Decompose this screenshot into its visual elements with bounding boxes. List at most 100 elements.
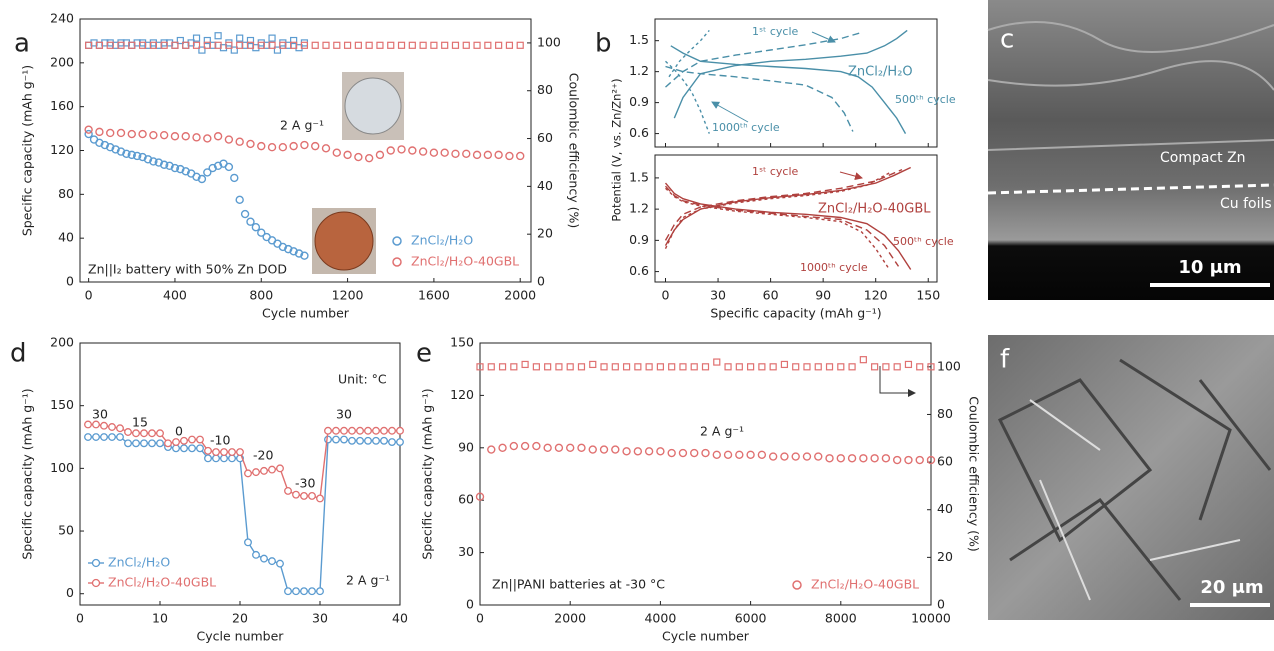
data-point [372, 426, 380, 435]
efficiency-point [214, 41, 222, 49]
data-point [132, 439, 140, 448]
x-tick-label: 10 [152, 611, 168, 626]
capacity-point [197, 174, 207, 184]
efficiency-point [859, 356, 867, 364]
y-axis-label: Potential (V, vs. Zn/Zn²⁺) [610, 78, 624, 221]
capacity-point [224, 135, 234, 144]
x-axis-label: Specific capacity (mAh g⁻¹) [710, 306, 881, 321]
efficiency-point [300, 41, 309, 49]
efficiency-point [916, 363, 924, 371]
efficiency-point [241, 41, 249, 49]
efficiency-point [735, 363, 743, 371]
data-point [316, 494, 324, 503]
efficiency-point [101, 39, 109, 47]
efficiency-point [176, 36, 184, 45]
capacity-point [375, 150, 385, 160]
efficiency-point [117, 41, 125, 49]
capacity-point [106, 143, 115, 152]
efficiency-point [122, 39, 130, 47]
capacity-point [176, 164, 185, 174]
capacity-point [95, 127, 104, 137]
efficiency-point [225, 41, 233, 49]
capacity-point [483, 150, 493, 160]
data-point [84, 420, 92, 429]
capacity-point [847, 454, 857, 463]
data-point [84, 433, 92, 441]
efficiency-point [149, 41, 157, 49]
capacity-point [516, 151, 525, 161]
image-label: Cu foils [1220, 196, 1272, 212]
capacity-point [235, 137, 244, 146]
efficiency-point [236, 41, 244, 49]
capacity-point [159, 130, 169, 140]
capacity-point [611, 445, 620, 454]
efficiency-point [451, 41, 460, 49]
x-tick-label: 400 [163, 288, 187, 303]
y-tick-label: 80 [937, 406, 953, 421]
capacity-point [926, 455, 936, 465]
efficiency-point [95, 41, 104, 49]
efficiency-point [516, 41, 524, 49]
capacity-point [116, 128, 126, 138]
capacity-point [859, 454, 868, 463]
efficiency-point [387, 41, 395, 49]
capacity-point [311, 141, 320, 151]
efficiency-point [290, 36, 298, 45]
data-point [212, 448, 220, 457]
efficiency-point [295, 44, 303, 52]
data-point [308, 587, 316, 596]
capacity-point [95, 138, 104, 148]
data-point [380, 426, 388, 435]
x-tick-label: 8000 [825, 611, 857, 626]
y-tick-label: 0 [66, 585, 74, 600]
curve-label: 500ᵗʰ cycle [895, 93, 956, 106]
panel-label: f [1000, 345, 1010, 375]
efficiency-point [780, 360, 789, 369]
data-point [324, 435, 332, 444]
panel-label: e [416, 339, 432, 369]
y-tick-label: 0 [466, 597, 474, 612]
annotation: Unit: °C [338, 372, 387, 387]
data-point [284, 486, 292, 495]
x-tick-label: 4000 [644, 611, 676, 626]
efficiency-point [462, 41, 470, 49]
capacity-point [149, 130, 158, 140]
data-point [100, 421, 108, 430]
efficiency-point [656, 363, 665, 371]
y-tick-label: 0.6 [629, 263, 649, 278]
data-point [228, 448, 236, 457]
capacity-point [475, 492, 485, 501]
efficiency-point [904, 360, 913, 369]
capacity-point [791, 452, 800, 461]
efficiency-point [532, 363, 540, 371]
capacity-point [892, 455, 902, 465]
data-point [364, 436, 372, 445]
efficiency-point [495, 41, 503, 49]
x-tick-label: 60 [763, 288, 779, 303]
capacity-point [904, 455, 913, 465]
y-tick-label: 240 [50, 11, 74, 26]
data-point [124, 439, 132, 448]
legend-label: ZnCl₂/H₂O [411, 233, 473, 248]
capacity-point [757, 450, 767, 459]
series-line [88, 423, 400, 500]
efficiency-point [160, 41, 168, 49]
efficiency-point [803, 363, 811, 371]
capacity-point [246, 217, 255, 226]
capacity-point [138, 129, 147, 139]
efficiency-point [724, 363, 732, 371]
x-tick-label: 0 [662, 288, 670, 303]
data-point [308, 491, 316, 500]
y-tick-label: 80 [58, 186, 74, 201]
capacity-point [690, 448, 699, 458]
data-point [324, 426, 332, 435]
scale-bar-label: 20 μm [1200, 577, 1263, 598]
capacity-point [213, 161, 223, 171]
annotation: 2 A g⁻¹ [280, 118, 324, 133]
data-point [268, 465, 276, 474]
capacity-point [192, 133, 201, 142]
efficiency-point [882, 363, 890, 371]
efficiency-point [376, 41, 384, 49]
capacity-point [181, 167, 190, 176]
